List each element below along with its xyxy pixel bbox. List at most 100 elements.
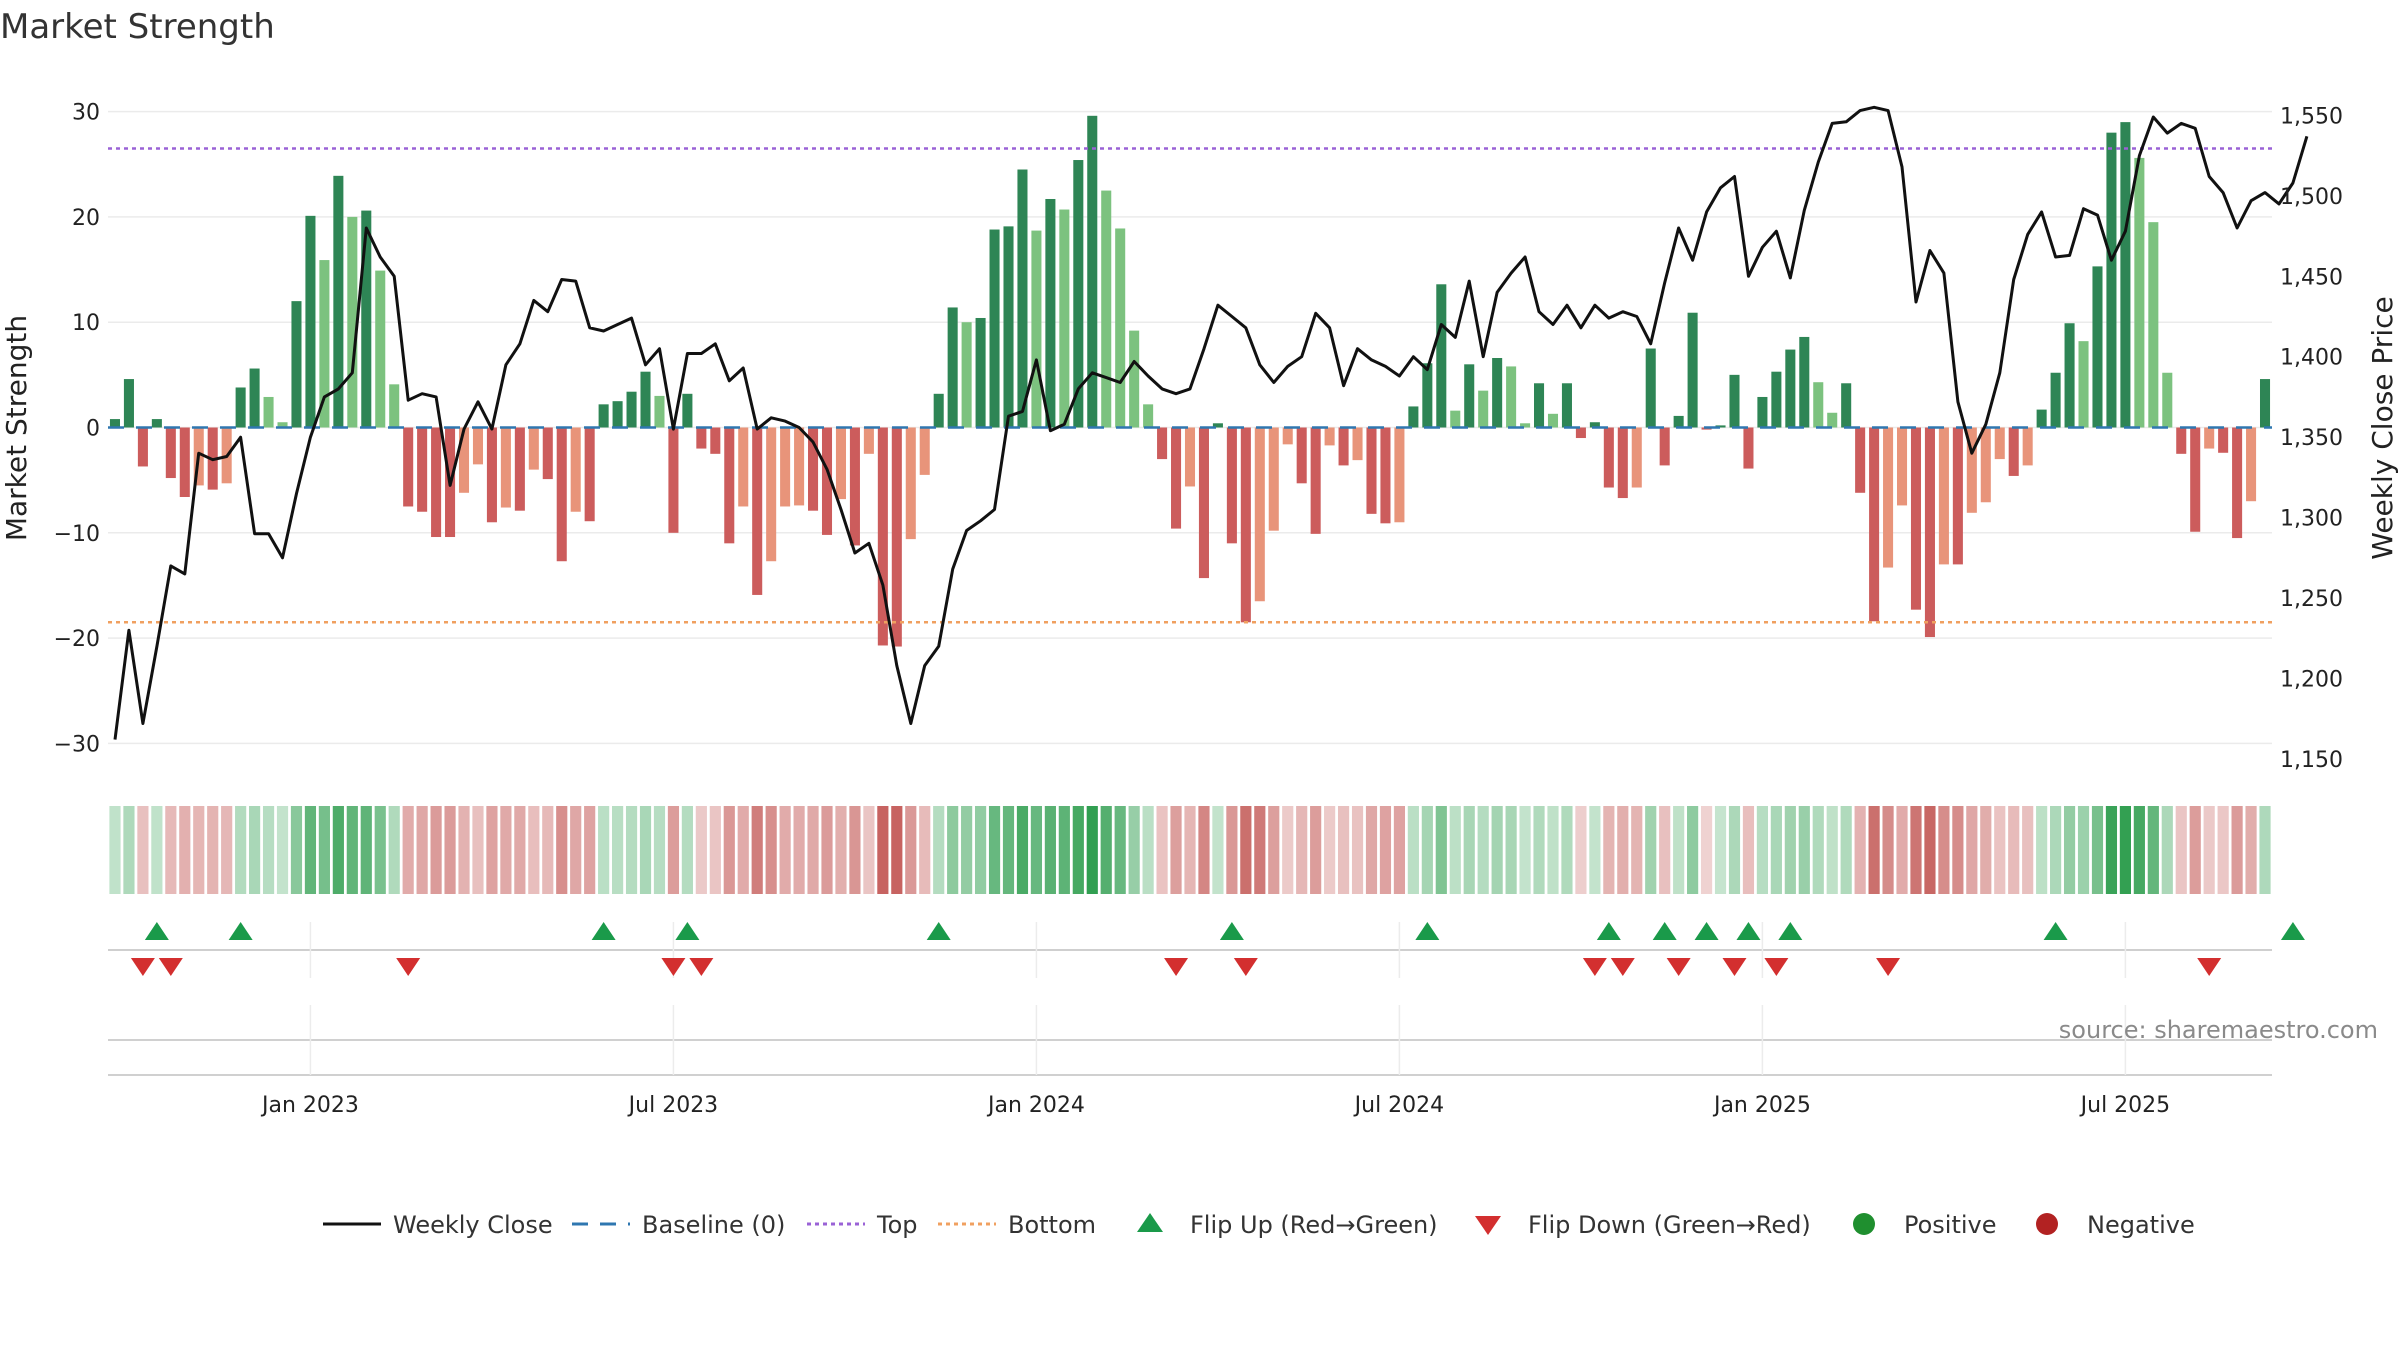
- y2-tick-label: 1,150: [2280, 748, 2343, 773]
- heat-cell: [1156, 806, 1168, 894]
- heat-cell: [1226, 806, 1238, 894]
- strength-bar: [291, 301, 302, 428]
- strength-bar: [1282, 427, 1293, 445]
- flip-down-marker: [2197, 958, 2222, 976]
- heat-cell: [1337, 806, 1350, 894]
- strength-bar: [1171, 427, 1182, 529]
- heat-cell: [2203, 806, 2215, 894]
- strength-bar: [389, 384, 400, 428]
- heat-cell: [988, 806, 1001, 894]
- heat-cell: [1798, 806, 1810, 894]
- heat-cell: [1268, 806, 1280, 894]
- heat-cell: [1589, 806, 1601, 894]
- flip-up-marker: [228, 922, 253, 940]
- strength-bar: [891, 427, 902, 647]
- strength-bar: [514, 427, 525, 511]
- strength-bar: [640, 371, 651, 428]
- heat-cell: [1282, 806, 1294, 894]
- heat-cell: [542, 806, 554, 894]
- heat-cell: [2175, 806, 2187, 894]
- strength-bar: [1994, 427, 2005, 460]
- heat-cell: [1910, 806, 1922, 894]
- strength-bar: [1673, 415, 1684, 428]
- heat-cell: [1645, 806, 1657, 894]
- heat-cell: [2147, 806, 2159, 894]
- strength-bar: [1115, 228, 1126, 428]
- strength-bar: [123, 379, 134, 428]
- flip-down-marker: [689, 958, 714, 976]
- flip-up-marker: [144, 922, 169, 940]
- heat-cell: [1700, 806, 1713, 894]
- heat-cell: [695, 806, 707, 894]
- heat-cell: [416, 806, 428, 894]
- strength-bar: [794, 427, 805, 506]
- strength-bar: [1659, 427, 1670, 466]
- flip-down-marker: [1764, 958, 1789, 976]
- heat-cell: [1617, 806, 1629, 894]
- heat-cell: [1086, 806, 1098, 894]
- heat-cell: [207, 806, 219, 894]
- strength-bar: [109, 419, 121, 428]
- heat-cell: [402, 806, 414, 894]
- legend-label: Bottom: [1008, 1211, 1096, 1239]
- strength-bar: [1534, 383, 1545, 428]
- y-tick-label: −20: [54, 627, 100, 652]
- heat-cell: [723, 806, 735, 894]
- strength-bar: [1310, 427, 1321, 534]
- flip-up-marker: [1415, 922, 1440, 940]
- strength-bar: [1883, 427, 1894, 568]
- strength-bar: [1129, 330, 1140, 428]
- heat-cell: [137, 806, 149, 894]
- strength-bar: [1827, 412, 1838, 428]
- heat-cell: [1505, 806, 1517, 894]
- legend-label: Top: [876, 1211, 918, 1239]
- strength-bar: [1924, 427, 1935, 638]
- strength-bar: [1324, 427, 1335, 446]
- flip-up-marker: [675, 922, 700, 940]
- strength-bar: [919, 427, 930, 475]
- heat-cell: [1142, 806, 1154, 894]
- heat-cell: [472, 806, 484, 894]
- strength-bar: [263, 396, 274, 428]
- heat-cell: [709, 806, 721, 894]
- heat-cell: [1365, 806, 1378, 894]
- heat-cell: [919, 806, 931, 894]
- strength-bar: [1492, 358, 1503, 428]
- strength-bar: [1464, 364, 1475, 428]
- strength-bar: [1478, 390, 1489, 428]
- heat-cell: [1742, 806, 1755, 894]
- heat-cell: [1114, 806, 1126, 894]
- strength-bar: [472, 427, 484, 465]
- heat-cell: [570, 806, 582, 894]
- strength-bar: [1436, 284, 1447, 428]
- heat-cell: [1491, 806, 1503, 894]
- heat-cell: [2245, 806, 2257, 894]
- flip-up-marker: [2280, 922, 2305, 940]
- heat-cell: [835, 806, 847, 894]
- heat-cell: [751, 806, 763, 894]
- strength-bar: [333, 175, 344, 428]
- heat-cell: [1240, 806, 1252, 894]
- heat-cell: [807, 806, 819, 894]
- strength-bar: [2134, 157, 2145, 428]
- y2-tick-label: 1,550: [2280, 104, 2343, 129]
- y2-tick-label: 1,250: [2280, 587, 2343, 612]
- strength-bar: [696, 427, 707, 449]
- strength-bar: [1184, 427, 1196, 487]
- y2-tick-label: 1,400: [2280, 346, 2343, 371]
- legend-swatch-flip-down: [1475, 1216, 1501, 1235]
- strength-bar: [2176, 427, 2187, 454]
- strength-bar: [1031, 230, 1042, 428]
- heat-cell: [151, 806, 163, 894]
- heat-cell: [221, 806, 233, 894]
- flip-down-marker: [1722, 958, 1747, 976]
- heat-cell: [235, 806, 247, 894]
- legend-label: Positive: [1904, 1211, 1997, 1239]
- heat-cell: [598, 806, 610, 894]
- heat-cell: [639, 806, 652, 894]
- flip-down-marker: [130, 958, 155, 976]
- strength-bar: [1101, 190, 1112, 428]
- heat-cell: [877, 806, 889, 894]
- heat-cell: [1854, 806, 1866, 894]
